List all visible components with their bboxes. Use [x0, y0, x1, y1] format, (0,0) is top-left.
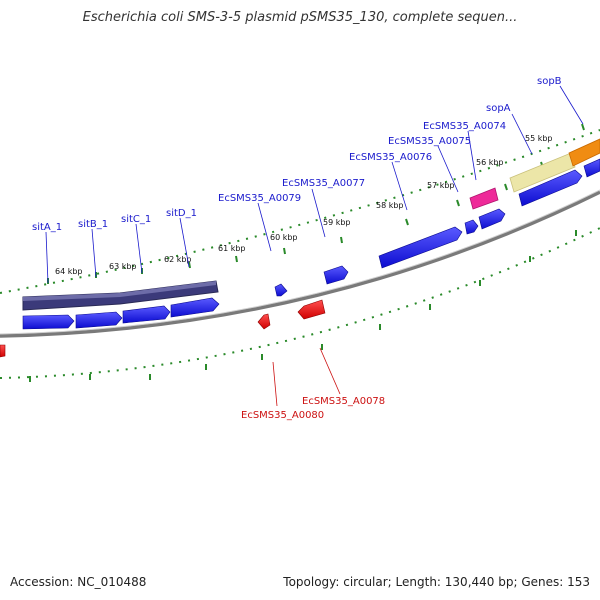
cds-sitD [170, 297, 220, 318]
gene-label-sopB[interactable]: sopB [537, 76, 562, 87]
gene-label-sitA[interactable]: sitA_1 [32, 222, 62, 233]
map-title: Escherichia coli SMS-3-5 plasmid pSMS35_… [82, 10, 518, 25]
cds-sop [518, 169, 583, 207]
sopA-feature [509, 152, 576, 193]
gene-label-A0078[interactable]: EcSMS35_A0078 [302, 396, 385, 407]
plasmid-backbone [0, 190, 600, 338]
cds-sitA [22, 314, 75, 330]
gene-label-A0074[interactable]: EcSMS35_A0074 [423, 121, 506, 132]
cds-A0076 [378, 226, 463, 269]
gene-label-A0076[interactable]: EcSMS35_A0076 [349, 152, 432, 163]
tick-label: 58 kbp [376, 201, 404, 210]
gene-label-sitB[interactable]: sitB_1 [78, 219, 108, 230]
summary-text: Topology: circular; Length: 130,440 bp; … [283, 575, 590, 589]
tick-label: 57 kbp [427, 181, 455, 190]
sopB-feature [568, 138, 600, 167]
tick-label: 56 kbp [476, 158, 504, 167]
tick-label: 64 kbp [55, 267, 83, 276]
gene-label-sitD[interactable]: sitD_1 [166, 208, 197, 219]
cds-A0074 [478, 208, 506, 230]
gene-label-A0080[interactable]: EcSMS35_A0080 [241, 410, 324, 421]
cds-sitC [122, 305, 171, 324]
cds-A0077 [323, 265, 349, 285]
tick-label: 60 kbp [270, 233, 298, 242]
outer-scale-ring [0, 129, 600, 294]
gene-label-A0079[interactable]: EcSMS35_A0079 [218, 193, 301, 204]
accession-text: Accession: NC_010488 [10, 575, 147, 589]
cds-A0079 [274, 283, 288, 297]
cds-right-edge [583, 158, 600, 178]
gene-label-sitC[interactable]: sitC_1 [121, 214, 151, 225]
tick-label: 59 kbp [323, 218, 351, 227]
reverse-cds-track [0, 299, 326, 358]
forward-cds-track [22, 158, 600, 330]
tick-label: 55 kbp [525, 134, 553, 143]
tick-label: 61 kbp [218, 244, 246, 253]
gene-label-A0077[interactable]: EcSMS35_A0077 [282, 178, 365, 189]
cds-A0080 [257, 313, 271, 330]
gene-label-sopA[interactable]: sopA [486, 103, 511, 114]
gene-label-A0075[interactable]: EcSMS35_A0075 [388, 136, 471, 147]
tick-label: 63 kbp [109, 262, 137, 271]
cds-A0075 [464, 219, 479, 235]
cds-sitB [75, 311, 123, 329]
cds-A0078 [297, 299, 326, 320]
tick-label: 62 kbp [164, 255, 192, 264]
pink-feature [469, 187, 499, 210]
cds-left-edge [0, 344, 6, 358]
